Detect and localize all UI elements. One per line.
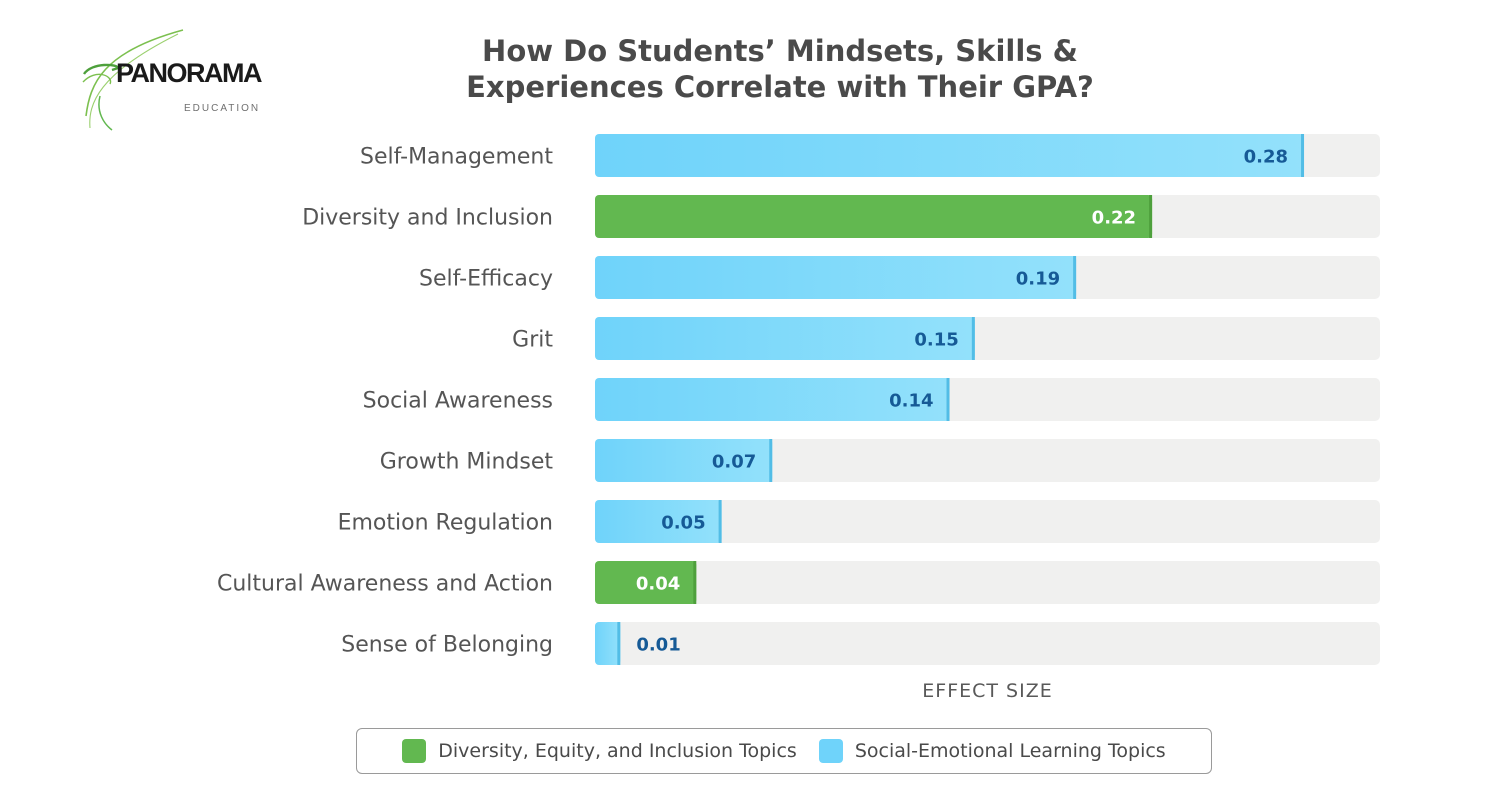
legend-item-dei: Diversity, Equity, and Inclusion Topics [402,739,797,763]
bar-end-cap [617,622,621,665]
legend-label-sel: Social-Emotional Learning Topics [854,740,1166,762]
chart-title-line-1: How Do Students’ Mindsets, Skills & [482,34,1078,68]
chart-title-line-2: Experiences Correlate with Their GPA? [466,70,1094,104]
bar [595,439,773,482]
bar [595,195,1153,238]
bar [595,134,1305,177]
bar-track [595,561,1380,604]
legend-item-sel: Social-Emotional Learning Topics [818,739,1166,763]
legend-label-dei: Diversity, Equity, and Inclusion Topics [438,740,797,762]
value-label: 0.01 [636,635,680,656]
bar-track [595,622,1380,665]
value-label: 0.14 [889,391,933,412]
value-label: 0.05 [661,513,705,534]
bar-end-cap [718,500,722,543]
swoosh-icon [82,29,184,131]
legend-swatch-dei [402,739,427,763]
category-label: Emotion Regulation [338,511,553,536]
bar [595,500,722,543]
category-label: Growth Mindset [380,450,554,475]
value-label: 0.07 [712,452,756,473]
bar-end-cap [693,561,697,604]
x-axis-title: EFFECT SIZE [922,680,1053,702]
category-label: Sense of Belonging [341,633,553,658]
value-label: 0.22 [1092,208,1136,229]
bar [595,317,975,360]
category-label: Diversity and Inclusion [302,206,553,231]
logo-subtitle: EDUCATION [184,103,261,114]
bar-end-cap [1073,256,1077,299]
category-label: Cultural Awareness and Action [217,572,553,597]
bar-end-cap [1301,134,1305,177]
legend: Diversity, Equity, and Inclusion Topics … [356,728,1212,774]
category-label: Social Awareness [363,389,553,414]
bar-end-cap [1149,195,1153,238]
legend-swatch-sel [818,739,843,763]
bar-track [595,439,1380,482]
category-label: Self-Efficacy [419,267,553,292]
bar [595,561,697,604]
bar-end-cap [946,378,950,421]
value-label: 0.19 [1016,269,1060,290]
bar-end-cap [769,439,773,482]
panorama-logo: PANORAMA EDUCATION [78,24,268,136]
value-label: 0.15 [914,330,958,351]
category-label: Grit [512,328,553,353]
bar-end-cap [971,317,975,360]
logo-brand: PANORAMA [116,58,263,88]
bar [595,622,621,665]
bar [595,378,950,421]
category-label: Self-Management [360,145,553,170]
value-label: 0.28 [1244,147,1288,168]
bar-track [595,500,1380,543]
value-label: 0.04 [636,574,680,595]
bar [595,256,1077,299]
